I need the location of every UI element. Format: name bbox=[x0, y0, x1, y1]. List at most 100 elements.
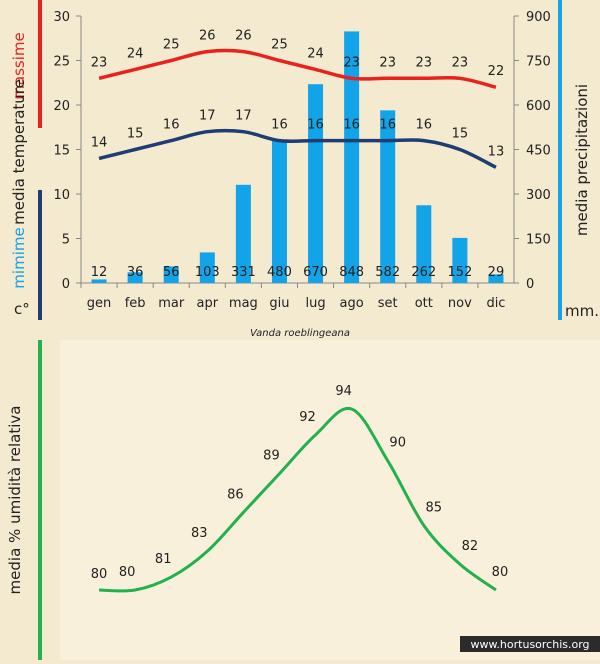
mm-unit-label: mm. bbox=[565, 302, 599, 320]
precip-data-label: 331 bbox=[231, 265, 256, 280]
mimime-data-label: 13 bbox=[488, 144, 505, 159]
month-label: apr bbox=[197, 296, 219, 311]
month-label: dic bbox=[486, 296, 505, 311]
humidity-data-label: 90 bbox=[389, 436, 406, 451]
month-label: lug bbox=[305, 296, 325, 311]
precip-data-label: 480 bbox=[267, 265, 292, 280]
massime-data-label: 22 bbox=[488, 64, 505, 79]
precip-bar bbox=[488, 274, 504, 283]
massime-data-label: 23 bbox=[379, 55, 396, 70]
left-tick-label: 10 bbox=[53, 188, 70, 203]
precip-axis-label: media precipitazioni bbox=[573, 84, 591, 236]
mimime-data-label: 15 bbox=[127, 127, 144, 142]
massime-data-label: 24 bbox=[127, 46, 144, 61]
humidity-data-label: 86 bbox=[227, 487, 244, 502]
left-tick-label: 20 bbox=[53, 99, 70, 114]
massime-data-label: 25 bbox=[163, 38, 180, 53]
precip-bar bbox=[344, 31, 360, 283]
watermark: www.hortusorchis.org bbox=[470, 638, 589, 651]
humidity-data-label: 92 bbox=[299, 410, 316, 425]
month-label: gen bbox=[87, 296, 112, 311]
precip-data-label: 670 bbox=[303, 265, 328, 280]
humidity-axis-label: media % umidità relativa bbox=[6, 406, 24, 595]
massime-data-label: 23 bbox=[416, 55, 433, 70]
humidity-data-label: 80 bbox=[91, 567, 108, 582]
massime-data-label: 24 bbox=[307, 46, 324, 61]
precip-bar bbox=[127, 272, 143, 283]
month-label: giu bbox=[269, 296, 289, 311]
month-label: nov bbox=[448, 296, 472, 311]
left-tick-label: 0 bbox=[62, 277, 70, 292]
month-label: mag bbox=[229, 296, 258, 311]
right-tick-label: 150 bbox=[526, 233, 551, 248]
mimime-data-label: 17 bbox=[199, 109, 216, 124]
precip-data-label: 262 bbox=[411, 265, 436, 280]
humidity-data-label: 80 bbox=[119, 565, 136, 580]
precip-bar bbox=[199, 252, 215, 283]
mimime-data-label: 16 bbox=[416, 118, 433, 133]
massime-data-label: 26 bbox=[235, 29, 252, 44]
right-tick-label: 300 bbox=[526, 188, 551, 203]
humidity-data-label: 81 bbox=[155, 552, 172, 567]
mimime-data-label: 17 bbox=[235, 109, 252, 124]
mimime-line bbox=[98, 128, 497, 169]
precip-bar bbox=[452, 237, 468, 283]
humidity-data-label: 89 bbox=[263, 449, 280, 464]
right-tick-label: 0 bbox=[526, 277, 534, 292]
precip-bar bbox=[380, 110, 396, 283]
precip-bar bbox=[271, 140, 287, 283]
massime-line bbox=[98, 48, 497, 89]
right-tick-label: 600 bbox=[526, 99, 551, 114]
humidity-data-label: 80 bbox=[492, 565, 509, 580]
precip-bar bbox=[163, 266, 179, 283]
left-tick-label: 25 bbox=[53, 55, 70, 70]
massime-data-label: 23 bbox=[343, 55, 360, 70]
precip-data-label: 29 bbox=[488, 265, 505, 280]
month-label: ott bbox=[415, 296, 433, 311]
right-tick-label: 450 bbox=[526, 144, 551, 159]
precip-data-label: 848 bbox=[339, 265, 364, 280]
precip-data-label: 36 bbox=[127, 265, 144, 280]
month-label: set bbox=[378, 296, 398, 311]
precip-data-label: 152 bbox=[447, 265, 472, 280]
right-tick-label: 750 bbox=[526, 55, 551, 70]
massime-data-label: 25 bbox=[271, 38, 288, 53]
humidity-data-label: 82 bbox=[462, 539, 479, 554]
right-tick-label: 900 bbox=[526, 10, 551, 25]
left-tick-label: 5 bbox=[62, 233, 70, 248]
humidity-data-label: 83 bbox=[191, 526, 208, 541]
mimime-data-label: 16 bbox=[307, 118, 324, 133]
watermark-bg bbox=[460, 636, 600, 652]
precip-bar bbox=[91, 279, 107, 283]
humidity-line bbox=[99, 406, 497, 593]
precip-bar bbox=[235, 184, 251, 283]
mimime-data-label: 16 bbox=[343, 118, 360, 133]
chart-title: Vanda roeblingeana bbox=[250, 328, 350, 339]
left-tick-label: 30 bbox=[53, 10, 70, 25]
left-tick-label: 15 bbox=[53, 144, 70, 159]
massime-data-label: 23 bbox=[91, 55, 108, 70]
mimime-label: mimime bbox=[10, 227, 28, 288]
mimime-data-label: 15 bbox=[452, 127, 469, 142]
humidity-data-label: 85 bbox=[426, 500, 443, 515]
humidity-data-label: 94 bbox=[335, 384, 352, 399]
mimime-data-label: 16 bbox=[271, 118, 288, 133]
precip-bar bbox=[308, 84, 324, 283]
celsius-unit-label: c° bbox=[14, 300, 30, 318]
temperature-axis-label: media temperature bbox=[10, 79, 28, 225]
precip-bar bbox=[416, 205, 432, 283]
humidity-panel-bg bbox=[60, 340, 600, 660]
massime-data-label: 26 bbox=[199, 29, 216, 44]
month-label: ago bbox=[340, 296, 364, 311]
month-label: mar bbox=[158, 296, 185, 311]
precip-data-label: 12 bbox=[91, 265, 108, 280]
precip-data-label: 103 bbox=[195, 265, 220, 280]
mimime-data-label: 14 bbox=[91, 135, 108, 150]
mimime-data-label: 16 bbox=[379, 118, 396, 133]
mimime-data-label: 16 bbox=[163, 118, 180, 133]
month-label: feb bbox=[125, 296, 146, 311]
precip-data-label: 582 bbox=[375, 265, 400, 280]
massime-label: massime bbox=[10, 32, 28, 99]
massime-data-label: 23 bbox=[452, 55, 469, 70]
